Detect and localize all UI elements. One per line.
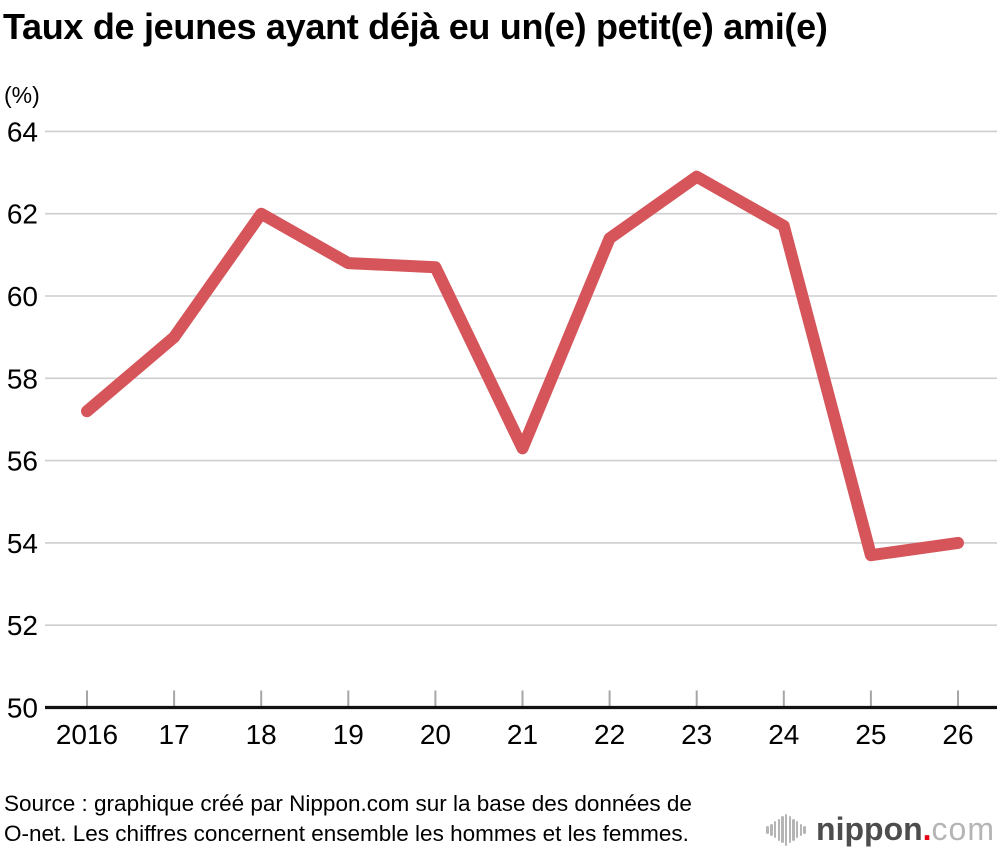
- x-axis-tick-label: 21: [507, 719, 538, 750]
- soundwave-bar: [799, 823, 803, 836]
- soundwave-icon: [766, 813, 807, 847]
- source-text: Source : graphique créé par Nippon.com s…: [4, 789, 692, 849]
- x-axis-tick-label: 18: [246, 719, 277, 750]
- x-axis-tick-label: 24: [768, 719, 799, 750]
- nippon-logo-text: nippon.com: [816, 811, 995, 848]
- x-axis-tick-label: 22: [594, 719, 625, 750]
- soundwave-bar: [795, 821, 799, 838]
- source-text-line-1: Source : graphique créé par Nippon.com s…: [4, 791, 692, 816]
- nippon-logo: nippon.com: [766, 811, 995, 848]
- y-axis-tick-label: 58: [7, 363, 38, 394]
- x-axis-tick-label: 20: [420, 719, 451, 750]
- y-axis-tick-label: 56: [7, 446, 38, 477]
- data-line: [81, 170, 964, 562]
- soundwave-bar: [777, 818, 781, 841]
- x-axis-tick-label: 23: [681, 719, 712, 750]
- y-axis-tick-label: 52: [7, 610, 38, 641]
- y-axis-unit-label: (%): [4, 82, 40, 108]
- x-axis-tick-label: 26: [942, 719, 973, 750]
- soundwave-bar: [792, 818, 795, 841]
- logo-dot: .: [922, 811, 932, 847]
- y-axis-tick-label: 60: [7, 281, 38, 312]
- soundwave-bar: [781, 816, 784, 843]
- y-axis-tick-label: 64: [7, 116, 38, 147]
- x-axis-tick-label: 2016: [56, 719, 118, 750]
- x-axis-tick-label: 25: [855, 719, 886, 750]
- source-text-line-2: O-net. Les chiffres concernent ensemble …: [4, 821, 689, 846]
- x-axis-tick-label: 19: [333, 719, 364, 750]
- y-axis-tick-label: 62: [7, 199, 38, 230]
- logo-name: nippon: [816, 811, 923, 847]
- soundwave-bar: [766, 825, 769, 834]
- logo-tld: com: [931, 811, 995, 847]
- soundwave-bar: [803, 825, 806, 834]
- y-axis-tick-label: 50: [7, 693, 38, 724]
- soundwave-bar: [773, 821, 777, 838]
- x-axis-tick-label: 17: [159, 719, 190, 750]
- soundwave-bar: [788, 816, 792, 843]
- chart-title: Taux de jeunes ayant déjà eu un(e) petit…: [3, 6, 828, 47]
- soundwave-bar: [784, 813, 788, 846]
- line-chart: 50 52 54 56 58 60 62 64 2016 17 18 19 20 21 22 23 24 25 26: [7, 116, 997, 750]
- y-axis-tick-label: 54: [7, 528, 38, 559]
- soundwave-bar: [770, 823, 773, 836]
